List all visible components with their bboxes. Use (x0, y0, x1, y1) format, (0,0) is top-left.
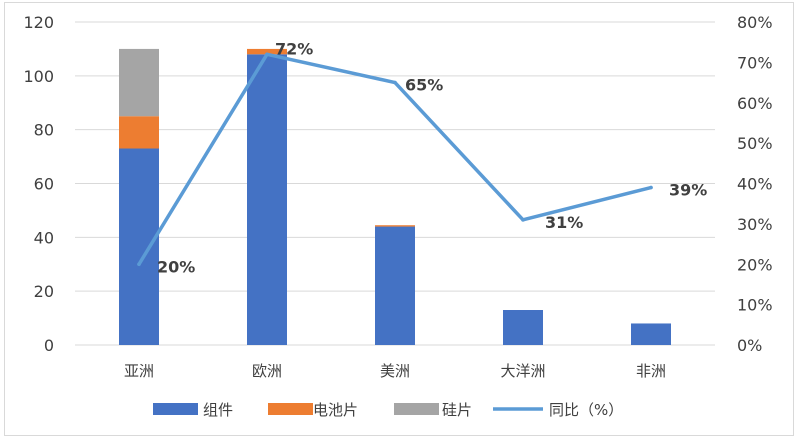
yoy-line-point (649, 185, 653, 190)
legend-swatch (153, 403, 198, 415)
right-axis-tick-label: 50% (737, 134, 773, 153)
legend-swatch (268, 403, 313, 415)
category-label: 大洋洲 (500, 362, 545, 380)
left-axis-tick-label: 100 (23, 67, 54, 86)
right-axis-tick-label: 40% (737, 175, 773, 194)
yoy-line (137, 52, 653, 267)
data-label: 31% (545, 213, 583, 232)
right-axis-tick-label: 60% (737, 94, 773, 113)
right-axis-tick-label: 20% (737, 255, 773, 274)
legend-label: 同比（%） (549, 401, 623, 419)
category-labels: 亚洲 欧洲 美洲 大洋洲 非洲 (124, 362, 666, 380)
bar-segment (119, 148, 159, 345)
right-axis-tick-label: 0% (737, 336, 762, 355)
yoy-line-point (265, 52, 269, 57)
data-label: 20% (157, 257, 195, 276)
left-axis-tick-label: 0 (44, 336, 54, 355)
bars (119, 48, 671, 346)
right-axis-tick-label: 70% (737, 53, 773, 72)
right-axis-tick-label: 30% (737, 215, 773, 234)
legend-label: 组件 (203, 401, 233, 419)
left-axis-tick-label: 60 (34, 175, 54, 194)
category-label: 亚洲 (124, 362, 154, 380)
data-label: 65% (405, 76, 443, 95)
right-axis-ticks: 0% 10% 20% 30% 40% 50% 60% 70% 80% (737, 13, 773, 355)
yoy-line-point (137, 262, 141, 267)
data-labels: 20% 72% 65% 31% 39% (157, 39, 707, 276)
bar-segment (119, 116, 159, 149)
legend-swatch (394, 403, 439, 415)
legend-label: 硅片 (442, 401, 472, 419)
bar-segment (375, 225, 415, 227)
legend: 组件 电池片 硅片 同比（%） (153, 401, 623, 419)
yoy-line-point (521, 218, 525, 222)
chart-frame (4, 2, 794, 436)
left-axis-tick-label: 20 (34, 282, 54, 301)
category-label: 非洲 (636, 362, 666, 380)
gridlines (75, 21, 715, 346)
right-axis-tick-label: 10% (737, 296, 773, 315)
left-axis-tick-label: 40 (34, 228, 54, 247)
bar-segment (119, 48, 159, 117)
left-axis-tick-label: 80 (34, 121, 54, 140)
left-axis-ticks: 0 20 40 60 80 100 120 (23, 13, 54, 355)
category-label: 欧洲 (252, 362, 282, 380)
bar-segment (247, 48, 287, 55)
left-axis-tick-label: 120 (23, 13, 54, 32)
category-label: 美洲 (380, 362, 410, 380)
yoy-line-point (393, 80, 397, 85)
right-axis-tick-label: 80% (737, 13, 773, 32)
bar-segment (375, 226, 415, 345)
bar-segment (631, 323, 671, 345)
data-label: 39% (669, 181, 707, 200)
bar-segment (503, 310, 543, 345)
bar-segment (247, 54, 287, 346)
legend-label: 电池片 (313, 401, 358, 419)
data-label: 72% (275, 39, 313, 58)
